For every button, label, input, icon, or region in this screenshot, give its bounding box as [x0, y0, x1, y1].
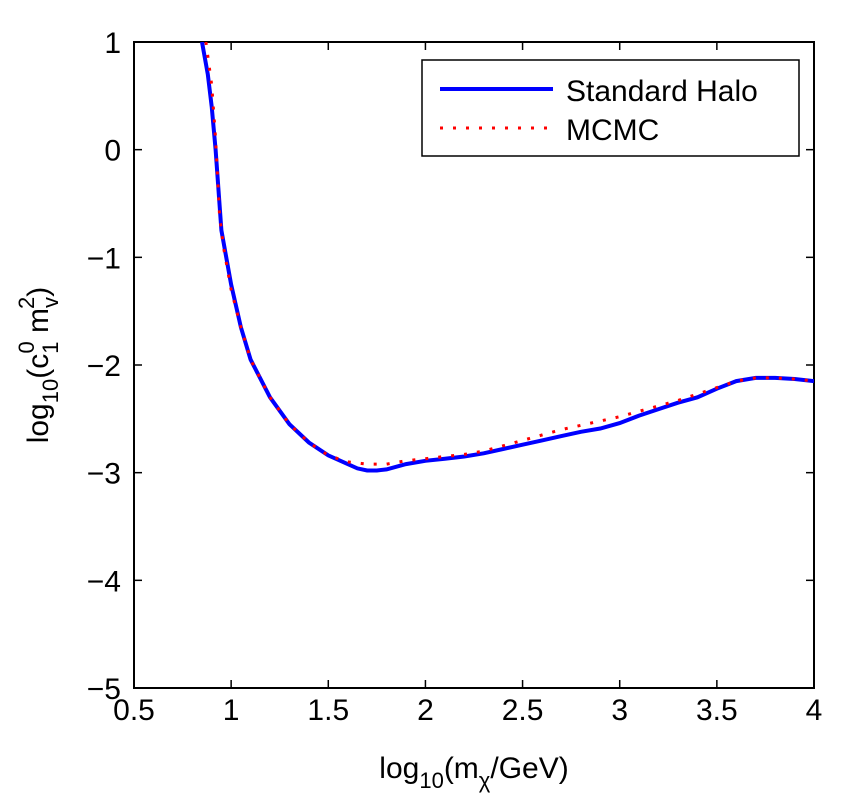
- y-label-m-sub: v: [38, 297, 63, 308]
- y-tick-label-1: 1: [104, 27, 121, 60]
- x-tick-label-1-5: 1.5: [307, 694, 349, 727]
- x-tick-label-1: 1: [223, 694, 240, 727]
- x-tick-label-0-5: 0.5: [113, 694, 155, 727]
- x-label-open: (m: [444, 752, 479, 785]
- axis-ticks: [133, 41, 815, 689]
- y-axis-label: log10(c10 mv2): [14, 287, 63, 444]
- axis-tick-labels: 0.5 1 1.5 2 2.5 3 3.5 4 −5 −4 −3 −2 −1 0 1: [87, 27, 823, 727]
- y-label-log: log: [22, 403, 55, 443]
- y-tick-label-neg2: −2: [87, 350, 121, 383]
- legend-box: [421, 59, 800, 157]
- x-tick-label-3: 3: [611, 694, 628, 727]
- series-line-mcmc: [204, 42, 814, 466]
- y-label-open: (c: [22, 354, 55, 379]
- legend-label-standard-halo: Standard Halo: [566, 75, 758, 108]
- legend: Standard Halo MCMC: [421, 59, 800, 157]
- series-lines: [200, 42, 814, 473]
- y-label-m-sup: 2: [14, 297, 39, 309]
- x-label-log-base: 10: [419, 768, 443, 793]
- y-label-c-sup: 0: [14, 341, 39, 353]
- y-label-close: ): [22, 287, 55, 297]
- y-tick-label-neg3: −3: [87, 458, 121, 491]
- x-tick-label-2-5: 2.5: [502, 694, 544, 727]
- x-tick-label-2: 2: [417, 694, 434, 727]
- y-tick-label-neg5: −5: [87, 673, 121, 706]
- y-label-c-sub: 1: [38, 342, 63, 354]
- y-tick-label-neg4: −4: [87, 565, 121, 598]
- y-label-log-base: 10: [38, 379, 63, 403]
- x-label-log: log: [379, 752, 419, 785]
- legend-label-mcmc: MCMC: [566, 114, 659, 147]
- y-tick-label-0: 0: [104, 135, 121, 168]
- x-axis-label: log10(mχ/GeV): [379, 752, 568, 793]
- x-tick-label-4: 4: [806, 694, 823, 727]
- x-label-rest: /GeV): [490, 752, 568, 785]
- x-tick-label-3-5: 3.5: [696, 694, 738, 727]
- x-label-chi: χ: [479, 768, 491, 793]
- svg-text:log10(c10 mv2): log10(c10 mv2): [14, 287, 63, 444]
- y-label-m: m: [22, 308, 55, 341]
- y-tick-label-neg1: −1: [87, 242, 121, 275]
